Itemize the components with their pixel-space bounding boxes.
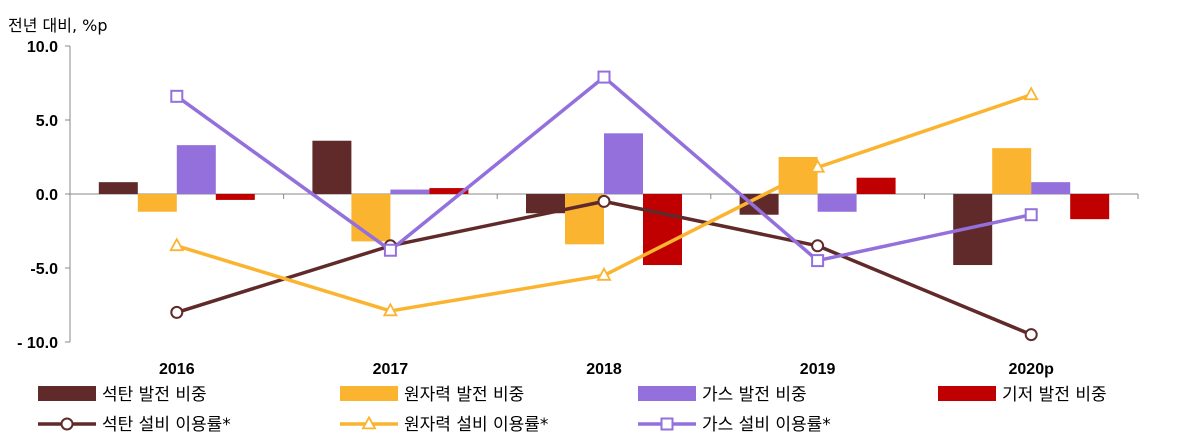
bar [1070,194,1110,220]
legend-label: 석탄 설비 이용률* [102,415,231,435]
bar [739,194,779,215]
bar [137,194,177,212]
y-tick-label: - 10.0 [17,335,58,352]
line-point [382,302,398,317]
legend-swatch [340,386,398,401]
bar [215,194,255,200]
line-point [361,415,377,430]
bar [526,194,565,214]
line-point [810,158,826,173]
bar [429,188,469,194]
line-point [660,417,674,431]
legend-label: 가스 설비 이용률* [702,415,831,435]
line-point [383,243,397,257]
legend-label: 석탄 발전 비중 [102,385,207,405]
y-tick-label: 0.0 [36,187,58,204]
legend-label: 원자력 설비 이용률* [404,415,548,435]
bar [856,177,896,194]
line-series [169,70,1039,342]
x-tick-label: 2018 [586,361,622,378]
line-point [60,417,74,431]
bar [1031,182,1071,194]
y-tick-label: -5.0 [30,261,58,278]
bar [351,194,391,242]
bar [992,148,1032,194]
bar [817,194,857,212]
legend-swatch [38,386,96,401]
line-point [811,239,825,253]
x-tick-label: 2016 [159,361,195,378]
bar [312,140,352,194]
line-point [1024,208,1038,222]
x-tick-label: 2017 [373,361,409,378]
y-tick-label: 10.0 [27,39,58,56]
line-point [596,266,612,281]
x-tick-label: 2020p [1009,361,1055,378]
line-point [597,194,611,208]
line-point [170,305,184,319]
bar [176,145,216,194]
y-axis-unit-label: 전년 대비, %p [8,16,108,35]
legend-label: 기저 발전 비중 [1002,385,1107,405]
line-point [597,70,611,84]
line-point [170,89,184,103]
x-tick-label: 2019 [800,361,836,378]
y-tick-label: 5.0 [36,113,58,130]
tick-labels: 10.0 5.0 0.0 -5.0 - 10.0 2016 2017 2018 2019 2020… [17,39,1054,378]
bar [604,133,643,194]
line-point [811,254,825,268]
line-point [1024,328,1038,342]
line-point [169,237,185,252]
bar [98,182,138,194]
legend-swatch [638,386,696,401]
legend-label: 가스 발전 비중 [702,385,807,405]
legend-label: 원자력 발전 비중 [404,385,524,405]
line-point [1023,86,1039,101]
bar [390,189,430,194]
legend-swatch [938,386,996,401]
